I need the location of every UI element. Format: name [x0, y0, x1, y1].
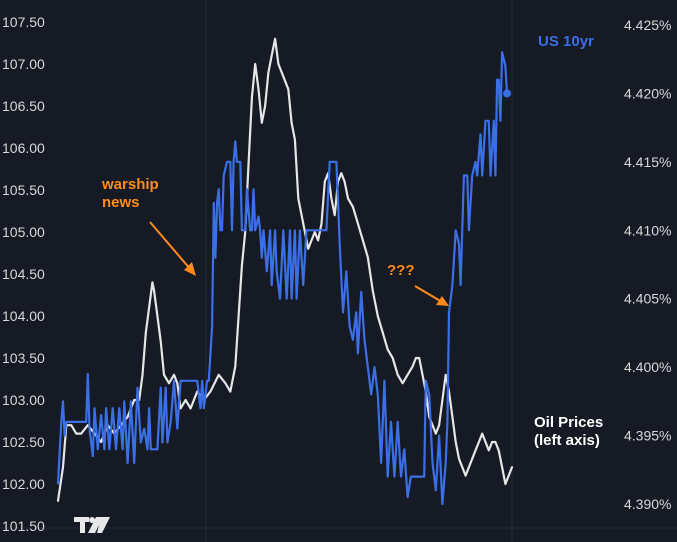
us10yr-line [56, 51, 509, 506]
left-tick-label: 105.50 [2, 182, 45, 198]
left-tick-label: 102.50 [2, 434, 45, 450]
left-tick-label: 107.00 [2, 56, 45, 72]
annotation-question-arrowhead [436, 296, 449, 306]
legend-us10yr: US 10yr [538, 33, 594, 50]
annotation-warship-line1: warship [101, 176, 159, 193]
left-tick-label: 106.00 [2, 140, 45, 156]
right-tick-label: 4.420% [624, 85, 671, 101]
series-lines [56, 37, 514, 506]
legend-oil-line2: (left axis) [534, 432, 600, 449]
right-tick-label: 4.400% [624, 359, 671, 375]
left-tick-label: 104.50 [2, 266, 45, 282]
right-tick-label: 4.395% [624, 428, 671, 444]
right-tick-label: 4.390% [624, 496, 671, 512]
annotation-warship-arrowhead [184, 262, 196, 276]
left-axis-ticks: 107.50 107.00 106.50 106.00 105.50 105.00 104.… [2, 14, 45, 534]
annotation-warship-arrow [149, 221, 192, 271]
right-axis-ticks: 4.425% 4.420% 4.415% 4.410% 4.405% 4.400% 4.39… [624, 17, 671, 512]
left-tick-label: 103.50 [2, 350, 45, 366]
right-tick-label: 4.415% [624, 154, 671, 170]
right-tick-label: 4.410% [624, 222, 671, 238]
left-tick-label: 101.50 [2, 518, 45, 534]
oil-price-line [56, 37, 514, 502]
right-tick-label: 4.425% [624, 17, 671, 33]
left-tick-label: 104.00 [2, 308, 45, 324]
left-tick-label: 106.50 [2, 98, 45, 114]
us10yr-last-point [503, 89, 512, 98]
tradingview-logo [74, 517, 110, 533]
annotation-warship-line2: news [102, 194, 140, 211]
left-tick-label: 107.50 [2, 14, 45, 30]
left-tick-label: 102.00 [2, 476, 45, 492]
right-tick-label: 4.405% [624, 291, 671, 307]
annotation-question: ??? [387, 262, 415, 279]
left-tick-label: 105.00 [2, 224, 45, 240]
legend-oil-line1: Oil Prices [534, 414, 603, 431]
left-tick-label: 103.00 [2, 392, 45, 408]
annotation-question-arrow [414, 285, 443, 303]
